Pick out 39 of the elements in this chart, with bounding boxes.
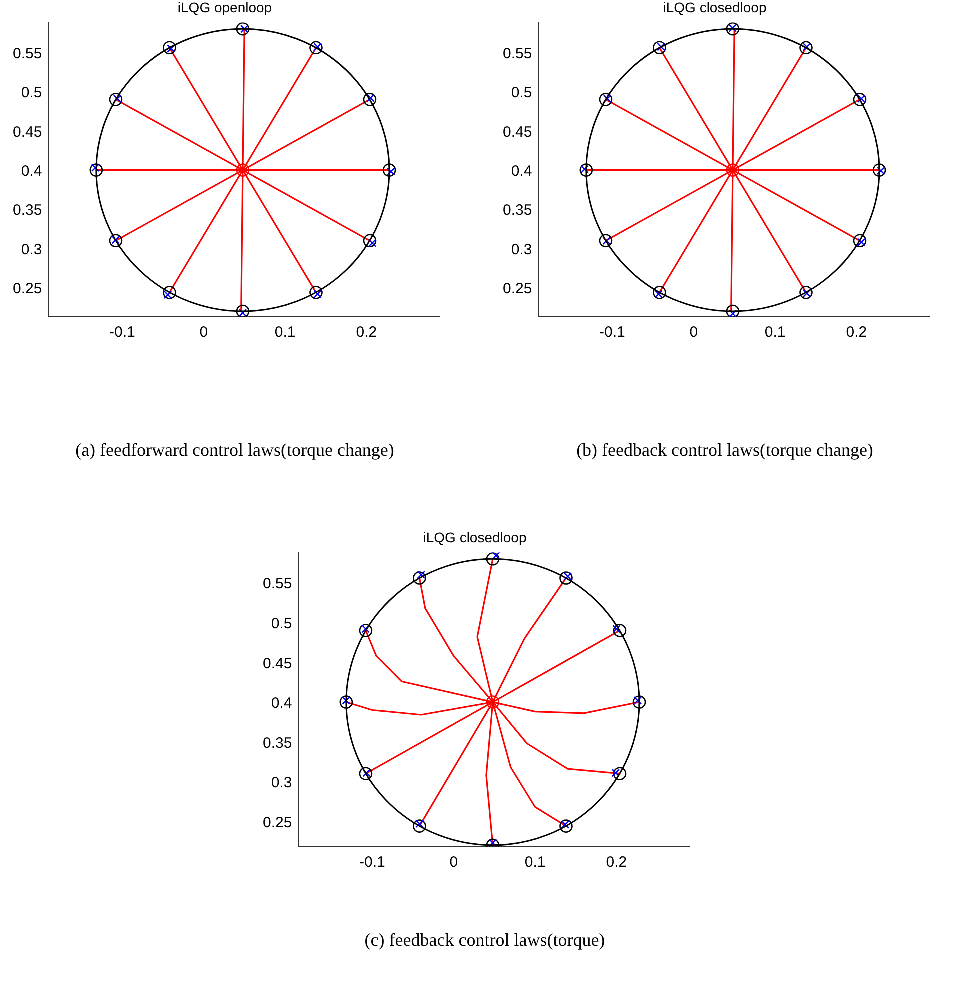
x-tick-label: -0.1 (110, 324, 136, 342)
y-tick-label: 0.25 (502, 280, 532, 298)
x-tick-label: 0 (450, 854, 458, 872)
y-tick-label: 0.3 (271, 774, 292, 792)
y-tick-label: 0.35 (262, 734, 292, 752)
chart-title: iLQG closedloop (663, 0, 767, 16)
x-tick-label: -0.1 (600, 324, 626, 342)
y-tick-label: 0.45 (262, 655, 292, 672)
x-tick-label: 0.2 (846, 324, 868, 342)
y-tick-label: 0.4 (21, 163, 42, 180)
y-tick-label: 0.25 (12, 280, 42, 298)
text: (a) feedforward control laws(torque change) (74, 440, 396, 461)
x-tick-label: 0 (200, 324, 208, 342)
x-tick-label: -0.1 (360, 854, 386, 872)
y-tick-label: 0.3 (21, 241, 42, 258)
y-tick-label: 0.45 (12, 124, 42, 141)
y-tick-label: 0.55 (262, 576, 292, 593)
x-tick-label: 0.2 (606, 854, 628, 872)
x-tick-label: 0 (690, 324, 698, 342)
x-tick-label: 0.1 (274, 324, 296, 342)
y-tick-label: 0.5 (271, 616, 292, 633)
x-tick-label: 0.1 (524, 854, 546, 872)
chart-title: iLQG openloop (178, 0, 272, 16)
y-tick-label: 0.55 (12, 45, 42, 62)
y-tick-label: 0.5 (511, 84, 532, 102)
y-tick-label: 0.35 (12, 202, 42, 220)
y-tick-label: 0.45 (502, 124, 532, 141)
y-tick-label: 0.5 (21, 84, 42, 102)
y-tick-label: 0.4 (511, 163, 532, 180)
y-tick-label: 0.3 (511, 241, 532, 258)
x-tick-label: 0.2 (356, 324, 378, 342)
y-tick-label: 0.35 (502, 202, 532, 220)
chart-title: iLQG closedloop (423, 529, 527, 546)
y-tick-label: 0.55 (502, 45, 532, 62)
x-tick-label: 0.1 (764, 324, 786, 342)
y-tick-label: 0.4 (271, 695, 292, 712)
text: (b) feedback control laws(torque change) (576, 440, 874, 461)
y-tick-label: 0.25 (262, 814, 292, 832)
text: (c) feedback control laws(torque) (364, 930, 606, 951)
